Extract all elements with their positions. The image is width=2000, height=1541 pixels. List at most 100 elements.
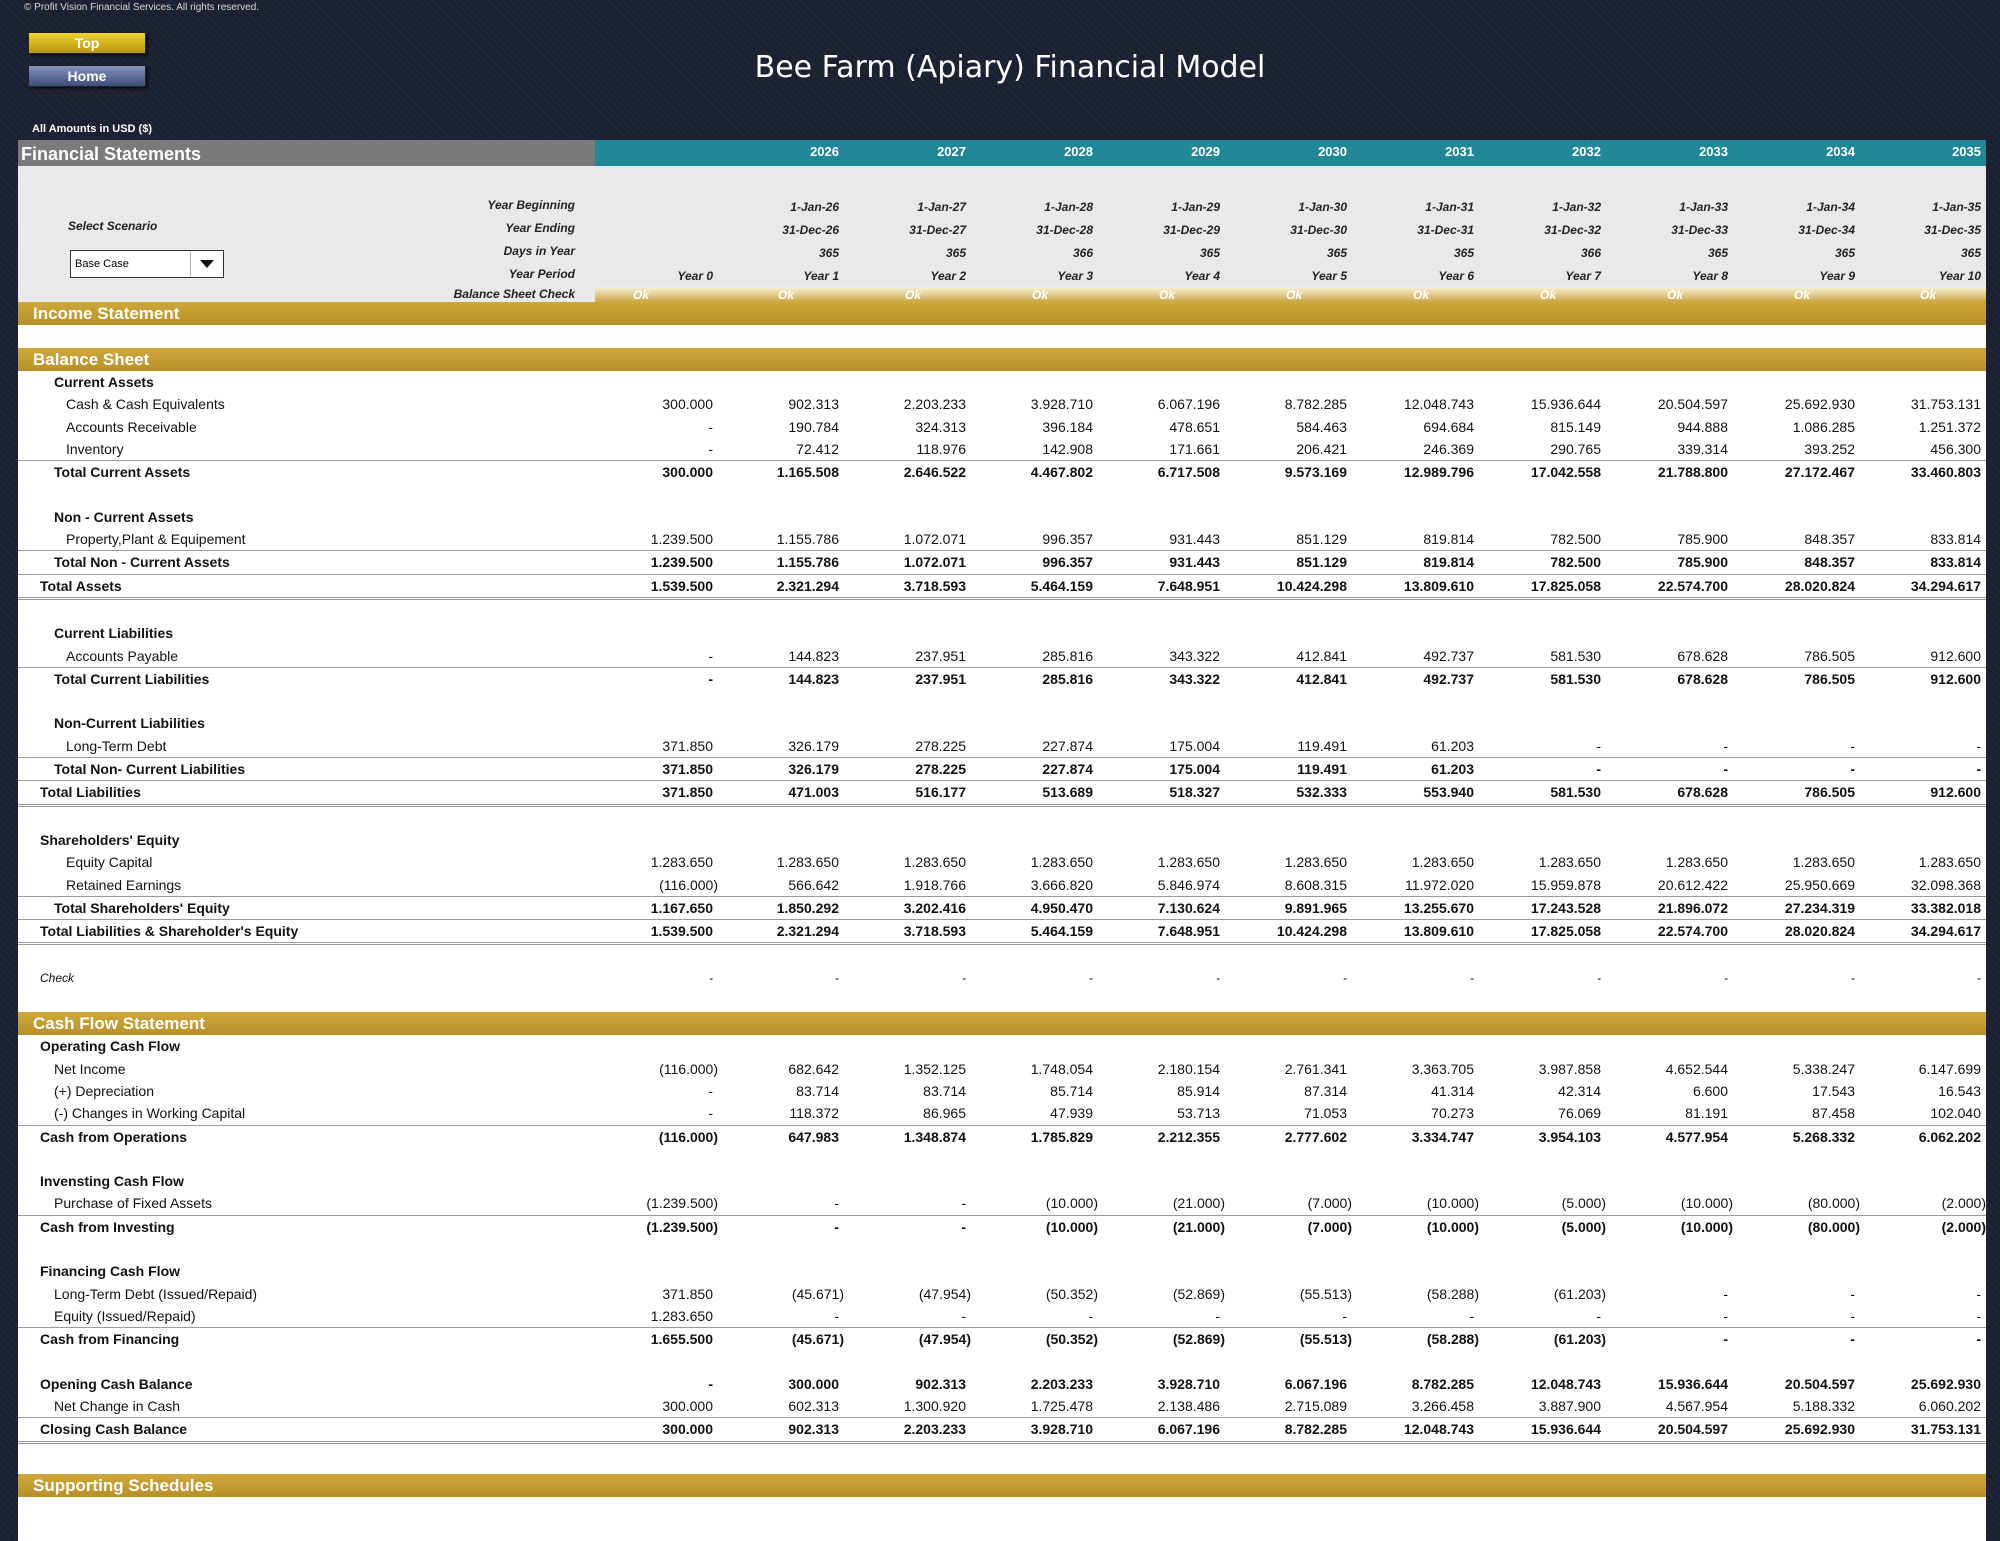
value-cell[interactable]: 76.069 bbox=[1558, 1105, 1601, 1122]
value-cell[interactable]: 1.283.650 bbox=[1411, 854, 1474, 871]
value-cell[interactable]: - bbox=[834, 1218, 839, 1235]
value-cell[interactable]: (116.000) bbox=[658, 1128, 718, 1145]
value-cell[interactable]: (47.954) bbox=[918, 1285, 971, 1302]
value-cell[interactable]: 1.283.650 bbox=[650, 854, 713, 871]
value-cell[interactable]: 5.188.332 bbox=[1792, 1398, 1855, 1415]
value-cell[interactable]: 996.357 bbox=[1042, 554, 1093, 571]
value-cell[interactable]: 5.338.247 bbox=[1792, 1060, 1855, 1077]
value-cell[interactable]: 6.067.196 bbox=[1157, 396, 1220, 413]
value-cell[interactable]: 300.000 bbox=[662, 1398, 713, 1415]
value-cell[interactable]: - bbox=[1850, 761, 1855, 778]
value-cell[interactable]: 1.283.650 bbox=[1665, 854, 1728, 871]
value-cell[interactable]: 815.149 bbox=[1550, 418, 1601, 435]
value-cell[interactable]: 2.321.294 bbox=[776, 923, 839, 940]
value-cell[interactable]: - bbox=[1596, 761, 1601, 778]
value-cell[interactable]: 1.072.071 bbox=[903, 554, 966, 571]
value-cell[interactable]: 16.543 bbox=[1938, 1082, 1981, 1099]
value-cell[interactable]: - bbox=[961, 1195, 966, 1212]
value-cell[interactable]: 85.914 bbox=[1177, 1082, 1220, 1099]
value-cell[interactable]: 171.661 bbox=[1169, 440, 1220, 457]
value-cell[interactable]: 237.951 bbox=[915, 670, 966, 687]
value-cell[interactable]: 1.785.829 bbox=[1030, 1128, 1093, 1145]
home-button[interactable]: Home bbox=[28, 65, 146, 87]
value-cell[interactable]: (21.000) bbox=[1172, 1195, 1225, 1212]
value-cell[interactable]: 1.725.478 bbox=[1030, 1398, 1093, 1415]
value-cell[interactable]: 581.530 bbox=[1550, 784, 1601, 801]
value-cell[interactable]: - bbox=[708, 1082, 713, 1099]
value-cell[interactable]: 3.928.710 bbox=[1030, 1421, 1093, 1438]
value-cell[interactable]: 1.539.500 bbox=[650, 923, 713, 940]
value-cell[interactable]: 20.504.597 bbox=[1657, 396, 1728, 413]
supporting-schedules-section[interactable]: Supporting Schedules bbox=[18, 1473, 1986, 1497]
value-cell[interactable]: (116.000) bbox=[659, 1060, 718, 1077]
value-cell[interactable]: - bbox=[708, 1105, 713, 1122]
value-cell[interactable]: 682.642 bbox=[788, 1060, 839, 1077]
value-cell[interactable]: 518.327 bbox=[1169, 784, 1220, 801]
value-cell[interactable]: 786.505 bbox=[1804, 647, 1855, 664]
value-cell[interactable]: (10.000) bbox=[1680, 1195, 1733, 1212]
value-cell[interactable]: - bbox=[1723, 761, 1728, 778]
value-cell[interactable]: 532.333 bbox=[1296, 784, 1347, 801]
value-cell[interactable]: 8.782.285 bbox=[1284, 396, 1347, 413]
value-cell[interactable]: 553.940 bbox=[1423, 784, 1474, 801]
value-cell[interactable]: 584.463 bbox=[1296, 418, 1347, 435]
value-cell[interactable]: - bbox=[708, 418, 713, 435]
value-cell[interactable]: (21.000) bbox=[1172, 1218, 1225, 1235]
value-cell[interactable]: 20.612.422 bbox=[1657, 876, 1728, 893]
value-cell[interactable]: - bbox=[1977, 970, 1981, 985]
value-cell[interactable]: 42.314 bbox=[1558, 1082, 1601, 1099]
value-cell[interactable]: 326.179 bbox=[788, 737, 839, 754]
value-cell[interactable]: 27.172.467 bbox=[1784, 464, 1855, 481]
value-cell[interactable]: 782.500 bbox=[1550, 531, 1601, 548]
value-cell[interactable]: 785.900 bbox=[1677, 554, 1728, 571]
value-cell[interactable]: 3.718.593 bbox=[903, 577, 966, 594]
value-cell[interactable]: 3.334.747 bbox=[1411, 1128, 1474, 1145]
value-cell[interactable]: - bbox=[709, 970, 713, 985]
value-cell[interactable]: 343.322 bbox=[1169, 647, 1220, 664]
value-cell[interactable]: (45.671) bbox=[791, 1331, 844, 1348]
value-cell[interactable]: 513.689 bbox=[1042, 784, 1093, 801]
value-cell[interactable]: 848.357 bbox=[1804, 531, 1855, 548]
value-cell[interactable]: 1.155.786 bbox=[776, 554, 839, 571]
value-cell[interactable]: 492.737 bbox=[1423, 670, 1474, 687]
value-cell[interactable]: - bbox=[708, 670, 713, 687]
value-cell[interactable]: - bbox=[962, 970, 966, 985]
value-cell[interactable]: 5.268.332 bbox=[1792, 1128, 1855, 1145]
value-cell[interactable]: 931.443 bbox=[1169, 531, 1220, 548]
value-cell[interactable]: - bbox=[1976, 1307, 1981, 1324]
value-cell[interactable]: 20.504.597 bbox=[1784, 1375, 1855, 1392]
value-cell[interactable]: 3.266.458 bbox=[1411, 1398, 1474, 1415]
value-cell[interactable]: 87.314 bbox=[1304, 1082, 1347, 1099]
value-cell[interactable]: 3.987.858 bbox=[1538, 1060, 1601, 1077]
value-cell[interactable]: 678.628 bbox=[1677, 784, 1728, 801]
cash-flow-section[interactable]: Cash Flow Statement bbox=[18, 1012, 1986, 1036]
value-cell[interactable]: 647.983 bbox=[788, 1128, 839, 1145]
value-cell[interactable]: 12.989.796 bbox=[1403, 464, 1474, 481]
value-cell[interactable]: 12.048.743 bbox=[1403, 1421, 1474, 1438]
value-cell[interactable]: - bbox=[1723, 1307, 1728, 1324]
value-cell[interactable]: 9.891.965 bbox=[1284, 899, 1347, 916]
value-cell[interactable]: - bbox=[1850, 737, 1855, 754]
value-cell[interactable]: 47.939 bbox=[1050, 1105, 1093, 1122]
value-cell[interactable]: 34.294.617 bbox=[1910, 923, 1981, 940]
value-cell[interactable]: 4.577.954 bbox=[1665, 1128, 1728, 1145]
value-cell[interactable]: - bbox=[1723, 1285, 1728, 1302]
value-cell[interactable]: (116.000) bbox=[659, 876, 718, 893]
value-cell[interactable]: 1.539.500 bbox=[650, 577, 713, 594]
value-cell[interactable]: 996.357 bbox=[1042, 531, 1093, 548]
value-cell[interactable]: - bbox=[1723, 737, 1728, 754]
value-cell[interactable]: 1.748.054 bbox=[1030, 1060, 1093, 1077]
dropdown-arrow-icon[interactable] bbox=[190, 251, 223, 277]
value-cell[interactable]: 290.765 bbox=[1550, 440, 1601, 457]
value-cell[interactable]: 21.788.800 bbox=[1657, 464, 1728, 481]
value-cell[interactable]: 285.816 bbox=[1042, 647, 1093, 664]
value-cell[interactable]: - bbox=[708, 647, 713, 664]
value-cell[interactable]: 8.782.285 bbox=[1411, 1375, 1474, 1392]
value-cell[interactable]: 1.155.786 bbox=[776, 531, 839, 548]
value-cell[interactable]: 902.313 bbox=[788, 1421, 839, 1438]
value-cell[interactable]: 86.965 bbox=[923, 1105, 966, 1122]
value-cell[interactable]: 786.505 bbox=[1804, 784, 1855, 801]
value-cell[interactable]: 81.191 bbox=[1685, 1105, 1728, 1122]
value-cell[interactable]: 10.424.298 bbox=[1276, 577, 1347, 594]
value-cell[interactable]: - bbox=[1723, 1331, 1728, 1348]
